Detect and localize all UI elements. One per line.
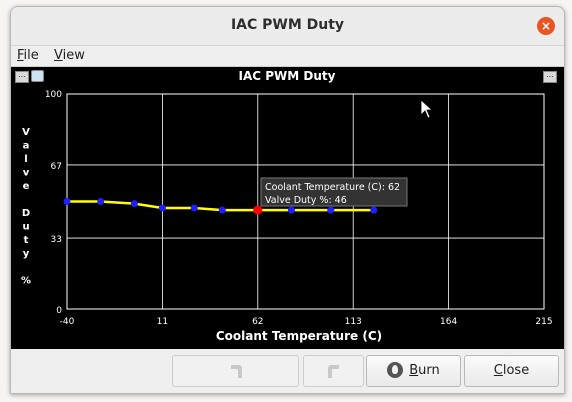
y-tick-label: 100: [45, 90, 62, 100]
data-point[interactable]: [130, 200, 138, 208]
button-row: Burn Close: [11, 353, 564, 393]
chart-plot: IAC PWM Duty 0 33 67 100 -40 11 62 113 164 215 V…: [21, 69, 553, 343]
menu-file-mnemonic: F: [17, 48, 24, 63]
tooltip-box: [260, 177, 408, 207]
data-point[interactable]: [218, 206, 226, 214]
data-point[interactable]: [370, 206, 378, 214]
x-tick-label: 11: [157, 317, 168, 327]
data-points: [63, 198, 378, 215]
data-point[interactable]: [158, 204, 166, 212]
menu-file[interactable]: File: [17, 48, 39, 63]
redo-button[interactable]: [303, 355, 364, 387]
chart-menu-icon[interactable]: ...: [15, 71, 29, 83]
y-axis-label-char: t: [24, 235, 29, 246]
tooltip-line-1: Coolant Temperature (C): 62: [265, 182, 400, 193]
burn-button[interactable]: Burn: [366, 355, 461, 387]
y-axis-label-char: e: [23, 181, 30, 192]
chart-expand-icon[interactable]: ...: [543, 71, 557, 83]
curve-chart[interactable]: ... ... IAC PWM Duty 0 33 67 100 -40 11 62 113…: [11, 67, 564, 349]
burn-label: urn: [418, 363, 440, 378]
window-close-icon[interactable]: ×: [537, 17, 555, 35]
x-tick-label: -40: [60, 317, 75, 327]
mouse-cursor-icon: [420, 99, 434, 119]
close-label: lose: [502, 363, 530, 378]
y-axis-label-char: V: [22, 127, 30, 138]
menu-view-mnemonic: V: [54, 48, 63, 63]
point-tooltip: Coolant Temperature (C): 62 Valve Duty %…: [260, 177, 408, 207]
y-axis-label-char: %: [21, 276, 31, 287]
x-tick-label: 215: [535, 317, 552, 327]
y-tick-label: 33: [51, 235, 62, 245]
series-line: [67, 200, 374, 212]
close-button[interactable]: Close: [464, 355, 559, 387]
menu-file-label: ile: [23, 48, 39, 63]
menu-view[interactable]: View: [54, 48, 85, 63]
window-title: IAC PWM Duty: [230, 17, 345, 33]
chart-title: IAC PWM Duty: [239, 69, 336, 83]
y-axis-label-char: l: [24, 154, 27, 165]
y-tick-label: 0: [56, 306, 62, 316]
y-axis-label-char: v: [23, 168, 30, 179]
tooltip-line-2: Valve Duty %: 46: [265, 195, 347, 206]
menu-view-label: iew: [62, 48, 85, 63]
data-point[interactable]: [63, 198, 71, 205]
y-tick-labels: 0 33 67 100: [45, 90, 62, 316]
y-axis-label-char: D: [22, 208, 30, 219]
chart-settings-icon[interactable]: [31, 70, 44, 82]
x-tick-label: 164: [440, 317, 457, 327]
y-axis-label: Valve Duty%: [21, 127, 31, 287]
undo-button[interactable]: [172, 355, 299, 387]
data-point[interactable]: [190, 204, 198, 212]
y-axis-label-char: y: [23, 249, 30, 260]
x-axis-label: Coolant Temperature (C): [216, 329, 382, 343]
y-axis-label-char: u: [22, 222, 29, 233]
y-axis-label-char: a: [23, 141, 30, 152]
burn-flame-icon: [387, 361, 404, 378]
close-mnemonic: C: [493, 363, 503, 378]
x-tick-label: 113: [345, 317, 362, 327]
undo-arrow-icon: [230, 364, 242, 378]
y-tick-label: 67: [51, 162, 62, 172]
selected-data-point[interactable]: [253, 205, 263, 215]
data-point[interactable]: [327, 206, 335, 214]
burn-mnemonic: B: [409, 363, 419, 378]
x-tick-label: 62: [252, 317, 263, 327]
title-bar: IAC PWM Duty ×: [11, 7, 564, 46]
menu-bar: File View: [11, 46, 564, 67]
iac-pwm-duty-window: IAC PWM Duty × File View ... ... IAC PWM…: [10, 6, 565, 394]
x-tick-labels: -40 11 62 113 164 215: [60, 317, 553, 327]
data-point[interactable]: [287, 206, 295, 214]
redo-arrow-icon: [327, 364, 339, 378]
data-point[interactable]: [97, 198, 105, 205]
